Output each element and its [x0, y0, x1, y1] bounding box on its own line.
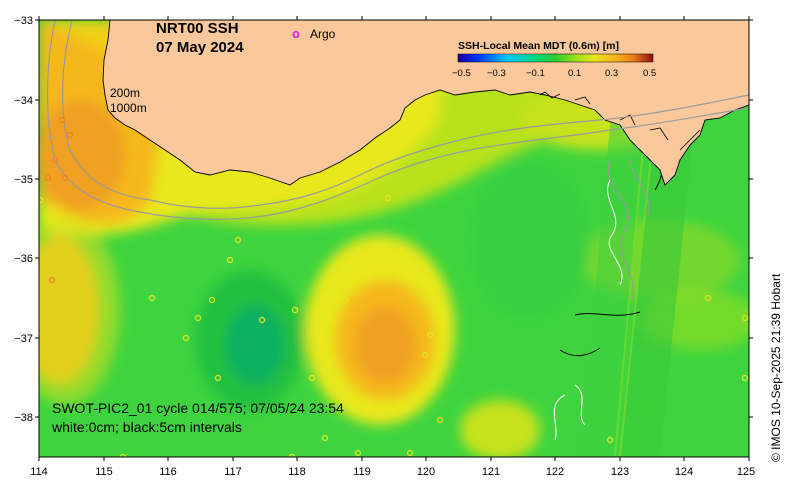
- argo-floats: [39, 116, 749, 457]
- argo-float: [354, 449, 362, 457]
- argo-float: [182, 334, 190, 342]
- isobath-east-a: [607, 159, 634, 301]
- plot-frame: [38, 19, 750, 458]
- x-tick-label: 117: [224, 466, 242, 478]
- argo-float: [66, 131, 74, 139]
- argo-float: [194, 314, 202, 322]
- colorbar-title: SSH-Local Mean MDT (0.6m) [m]: [458, 40, 619, 52]
- colorbar-tick: −0.1: [526, 68, 545, 79]
- southwest-yellow-halo: [39, 215, 120, 405]
- argo-float: [741, 374, 749, 382]
- isobath-east-b: [628, 149, 650, 216]
- isobath-200m: [62, 20, 749, 209]
- argo-float: [214, 374, 222, 382]
- coastal-green: [470, 160, 590, 320]
- x-tick-label: 114: [30, 466, 48, 478]
- argo-float: [226, 256, 234, 264]
- swot-swaths: [553, 69, 700, 457]
- argo-float: [288, 453, 296, 457]
- y-tick-label: −38: [14, 412, 33, 424]
- argo-float: [291, 306, 299, 314]
- x-tick-label: 119: [353, 466, 371, 478]
- isobath-label-200m: 200m: [110, 86, 140, 100]
- x-tick-label: 118: [288, 466, 306, 478]
- isobath-lines: [46, 20, 749, 301]
- x-axis-labels: 114 115 116 117 118 119 120 121 122 123 …: [30, 466, 755, 478]
- argo-float: [384, 194, 392, 202]
- argo-float: [421, 351, 429, 359]
- map-title-date: 07 May 2024: [156, 39, 244, 56]
- argo-float: [148, 294, 156, 302]
- y-tick-label: −33: [14, 15, 33, 27]
- colorbar-tick: −0.3: [487, 68, 506, 79]
- y-tick-label: −36: [14, 253, 33, 265]
- argo-float: [51, 156, 59, 164]
- y-tick-label: −35: [14, 174, 33, 186]
- argo-float: [704, 294, 712, 302]
- swot-swath-east: [620, 70, 700, 457]
- swot-swath-west: [580, 70, 650, 457]
- southeast-yellow-patch: [460, 400, 540, 457]
- y-axis-labels: −33 −34 −35 −36 −37 −38: [14, 15, 33, 424]
- swot-white-contour-2: [553, 384, 586, 441]
- argo-float: [48, 276, 56, 284]
- argo-float: [119, 453, 127, 457]
- swot-annotation-line2: white:0cm; black:5cm intervals: [51, 419, 242, 435]
- swot-white-contour: [607, 179, 623, 286]
- argo-float: [308, 374, 316, 382]
- colorbar: SSH-Local Mean MDT (0.6m) [m] −0.5 −0.3 …: [443, 37, 660, 81]
- argo-float: [406, 449, 414, 457]
- x-tick-label: 120: [417, 466, 435, 478]
- argo-float: [606, 436, 614, 444]
- isobath-label-1000m: 1000m: [110, 101, 147, 115]
- argo-float: [58, 116, 66, 124]
- argo-legend-symbol: o: [292, 26, 300, 41]
- y-tick-label: −34: [14, 95, 33, 107]
- imos-credit: © IMOS 10-Sep-2025 21:39 Hobart: [769, 273, 783, 462]
- x-tick-label: 121: [482, 466, 500, 478]
- x-axis: [38, 16, 750, 461]
- x-tick-label: 123: [611, 466, 629, 478]
- argo-float: [321, 434, 329, 442]
- argo-float: [39, 196, 44, 204]
- coast-detail: [539, 91, 701, 151]
- argo-float: [61, 174, 69, 182]
- cold-eddy-core: [225, 305, 285, 385]
- argo-float: [426, 331, 434, 339]
- x-tick-label: 116: [159, 466, 177, 478]
- x-tick-label: 125: [737, 466, 755, 478]
- map-title-product: NRT00 SSH: [156, 20, 239, 37]
- argo-float: [258, 316, 266, 324]
- colorbar-tick: 0.1: [568, 68, 581, 79]
- argo-float: [44, 174, 52, 182]
- x-tick-label: 115: [95, 466, 113, 478]
- west-warm-core: [39, 100, 125, 210]
- argo-float: [341, 296, 349, 304]
- x-tick-label: 124: [675, 466, 693, 478]
- argo-float: [741, 314, 749, 322]
- central-warm-core: [355, 307, 415, 383]
- map-plot-area: SSH-Local Mean MDT (0.6m) [m] −0.5 −0.3 …: [39, 20, 749, 457]
- y-tick-label: −37: [14, 333, 33, 345]
- argo-float: [436, 416, 444, 424]
- isobath-1000m: [46, 20, 749, 220]
- y-axis: [35, 19, 753, 418]
- argo-legend-label: Argo: [310, 27, 336, 41]
- colorbar-tick: 0.5: [643, 68, 656, 79]
- colorbar-tick: 0.3: [605, 68, 618, 79]
- x-tick-label: 122: [546, 466, 564, 478]
- swot-annotation-line1: SWOT-PIC2_01 cycle 014/575; 07/05/24 23:…: [52, 400, 344, 416]
- swot-black-contour: [559, 311, 641, 357]
- argo-float: [234, 236, 242, 244]
- argo-float: [208, 296, 216, 304]
- colorbar-tick: −0.5: [452, 68, 471, 79]
- colorbar-ramp: [457, 53, 654, 63]
